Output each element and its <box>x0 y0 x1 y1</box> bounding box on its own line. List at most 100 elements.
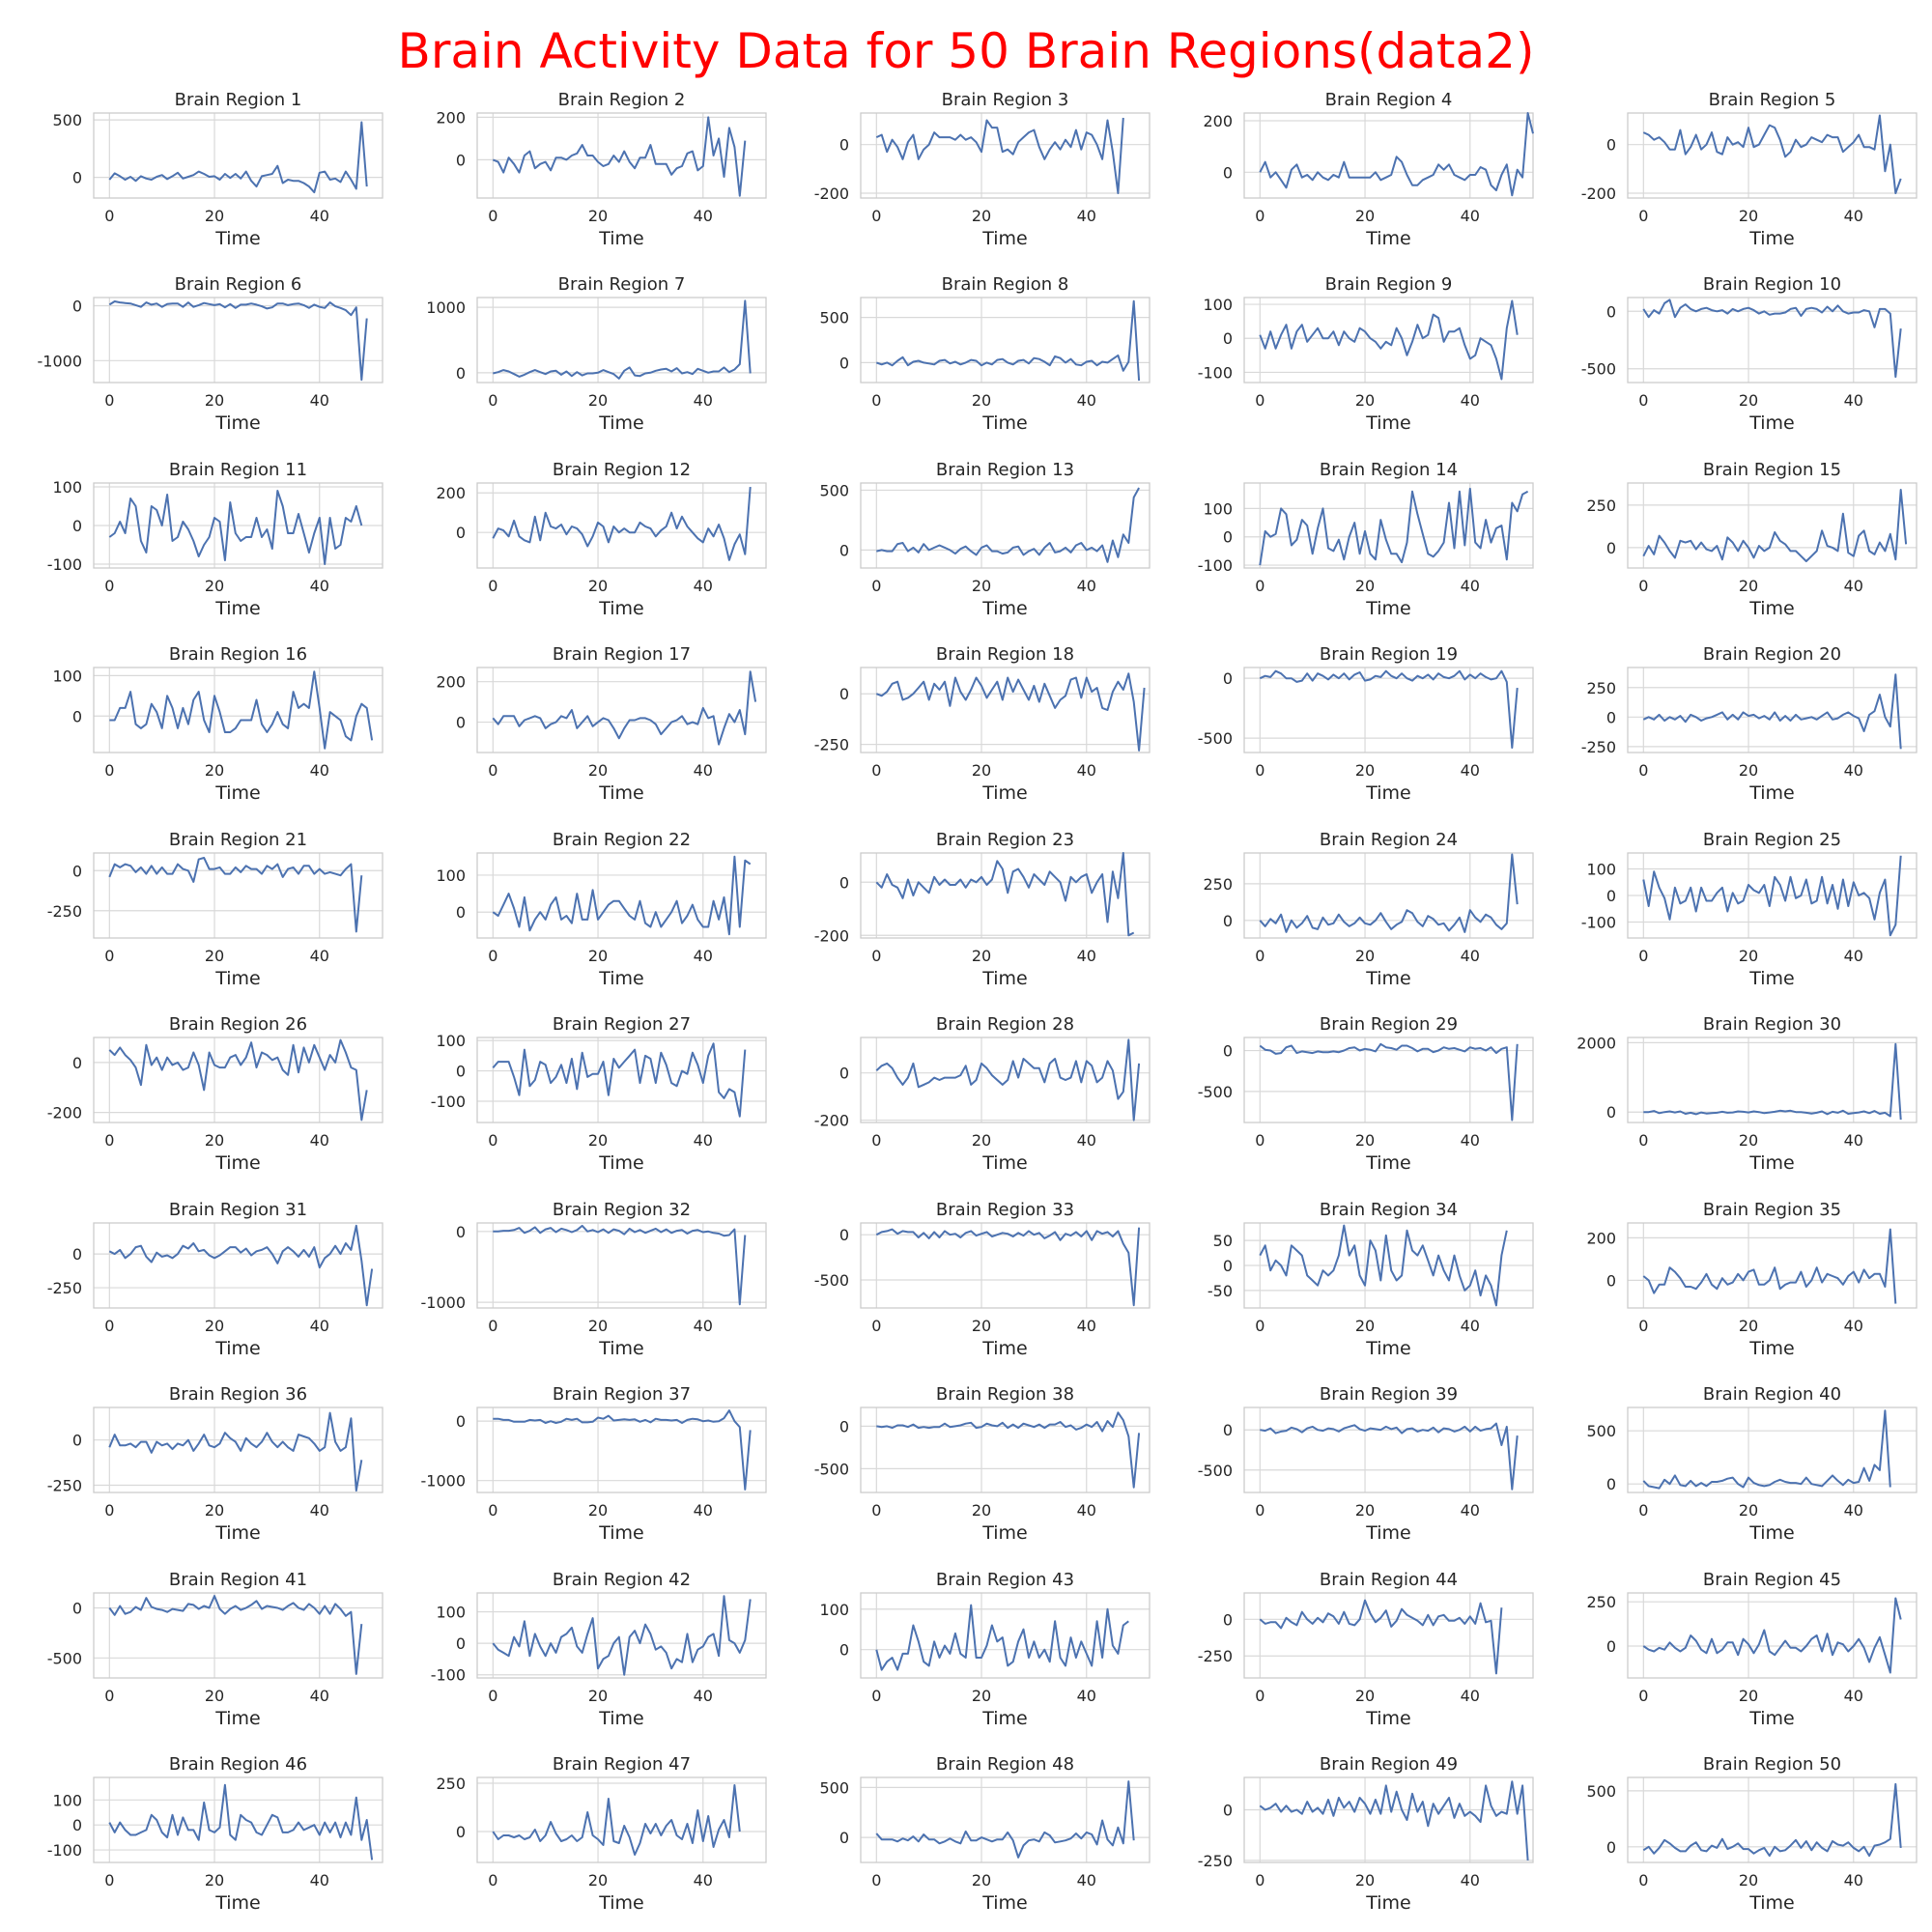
axes-frame <box>476 482 767 569</box>
x-tick-label: 0 <box>488 761 497 780</box>
y-tick-label: 0 <box>839 1641 849 1660</box>
x-tick-label: 40 <box>694 761 713 780</box>
y-tick-label: 0 <box>839 1226 849 1244</box>
x-tick-label: 40 <box>1461 391 1480 410</box>
y-tick-label: 1000 <box>426 298 466 317</box>
subplot-title: Brain Region 2 <box>558 90 686 110</box>
data-line <box>1259 112 1534 197</box>
x-tick-label: 40 <box>310 1131 329 1150</box>
data-line <box>1259 1224 1508 1307</box>
subplot-region-18: Brain Region 18 0 20 40 -250 0 Time <box>814 644 1151 804</box>
x-tick-label: 0 <box>1255 1687 1264 1705</box>
x-tick-label: 40 <box>310 761 329 780</box>
x-axis-label: Time <box>1748 598 1795 619</box>
x-tick-label: 40 <box>1461 577 1480 595</box>
subplot-region-12: Brain Region 12 0 20 40 0 200 Time <box>436 460 767 619</box>
data-line <box>108 1224 374 1307</box>
axes-frame <box>1627 1776 1918 1863</box>
x-tick-label: 20 <box>205 947 224 965</box>
x-tick-label: 40 <box>310 391 329 410</box>
x-tick-label: 20 <box>588 1871 608 1889</box>
data-line <box>108 300 368 382</box>
x-tick-label: 20 <box>1355 1871 1375 1889</box>
x-axis-label: Time <box>981 1152 1028 1174</box>
x-tick-label: 20 <box>1739 1131 1758 1150</box>
subplot-region-45: Brain Region 45 0 20 40 0 250 Time <box>1586 1570 1918 1729</box>
y-tick-label: -250 <box>1581 738 1616 756</box>
data-line <box>1642 673 1902 750</box>
axes-frame <box>1243 852 1534 939</box>
x-tick-label: 0 <box>871 761 881 780</box>
axes-frame <box>1627 852 1918 939</box>
subplot-region-2: Brain Region 2 0 20 40 0 200 Time <box>436 90 767 249</box>
subplot-region-47: Brain Region 47 0 20 40 0 250 Time <box>436 1754 767 1914</box>
x-tick-label: 0 <box>871 1317 881 1335</box>
x-tick-label: 0 <box>104 1131 114 1150</box>
subplot-region-39: Brain Region 39 0 20 40 -500 0 Time <box>1198 1384 1534 1544</box>
subplot-region-11: Brain Region 11 0 20 40 -100 0 100 Time <box>47 460 384 619</box>
y-tick-label: 250 <box>436 1775 466 1793</box>
subplot-title: Brain Region 3 <box>942 90 1069 110</box>
axes-frame <box>1243 667 1534 753</box>
x-tick-label: 0 <box>488 577 497 595</box>
axes-frame <box>860 1776 1151 1863</box>
x-axis-label: Time <box>214 1522 261 1544</box>
subplot-region-49: Brain Region 49 0 20 40 -250 0 Time <box>1198 1754 1534 1914</box>
subplot-title: Brain Region 5 <box>1709 90 1836 110</box>
axes-frame <box>476 667 767 753</box>
subplot-region-4: Brain Region 4 0 20 40 0 200 Time <box>1203 90 1534 249</box>
data-line <box>492 855 752 936</box>
x-axis-label: Time <box>981 1522 1028 1544</box>
y-tick-label: 0 <box>1606 1271 1616 1290</box>
x-tick-label: 40 <box>1461 761 1480 780</box>
x-axis-label: Time <box>1365 1708 1411 1729</box>
subplot-title: Brain Region 38 <box>936 1384 1074 1405</box>
x-tick-label: 20 <box>205 391 224 410</box>
subplot-title: Brain Region 20 <box>1703 644 1841 665</box>
x-axis-label: Time <box>598 1338 644 1359</box>
x-tick-label: 20 <box>1355 577 1375 595</box>
subplot-title: Brain Region 8 <box>942 274 1069 295</box>
x-tick-label: 0 <box>1638 391 1648 410</box>
x-axis-label: Time <box>981 782 1028 804</box>
data-line <box>492 1042 747 1118</box>
x-tick-label: 20 <box>1739 207 1758 225</box>
subplot-region-1: Brain Region 1 0 20 40 0 500 Time <box>52 90 384 249</box>
y-tick-label: 0 <box>72 298 82 316</box>
x-tick-label: 0 <box>1638 1317 1648 1335</box>
y-tick-label: 0 <box>839 685 849 703</box>
subplot-title: Brain Region 30 <box>1703 1014 1841 1035</box>
x-tick-label: 0 <box>1638 761 1648 780</box>
x-tick-label: 20 <box>1355 207 1375 225</box>
y-tick-label: 200 <box>436 108 466 127</box>
x-tick-label: 40 <box>694 1317 713 1335</box>
y-tick-label: -200 <box>814 1112 849 1130</box>
x-tick-label: 20 <box>972 207 991 225</box>
subplot-title: Brain Region 21 <box>169 830 307 850</box>
x-tick-label: 0 <box>488 207 497 225</box>
y-tick-label: 500 <box>1586 1782 1616 1801</box>
subplot-region-48: Brain Region 48 0 20 40 0 500 Time <box>819 1754 1151 1914</box>
subplot-title: Brain Region 36 <box>169 1384 307 1405</box>
subplot-title: Brain Region 22 <box>553 830 691 850</box>
subplot-title: Brain Region 4 <box>1325 90 1453 110</box>
y-tick-label: 0 <box>1606 302 1616 321</box>
subplot-title: Brain Region 19 <box>1320 644 1458 665</box>
x-tick-label: 20 <box>205 1317 224 1335</box>
y-tick-label: -200 <box>47 1104 82 1122</box>
x-tick-label: 20 <box>588 207 608 225</box>
x-tick-label: 20 <box>588 1317 608 1335</box>
x-tick-label: 0 <box>1255 577 1264 595</box>
subplot-title: Brain Region 6 <box>175 274 302 295</box>
x-tick-label: 20 <box>588 1687 608 1705</box>
y-tick-label: -250 <box>47 1477 82 1495</box>
y-tick-label: -500 <box>1198 729 1233 748</box>
x-tick-label: 0 <box>871 1131 881 1150</box>
data-line <box>492 487 752 561</box>
y-tick-label: 0 <box>456 1634 466 1653</box>
y-tick-label: 0 <box>456 1823 466 1841</box>
data-line <box>109 670 374 750</box>
subplot-title: Brain Region 35 <box>1703 1200 1841 1220</box>
x-tick-label: 0 <box>1638 947 1648 965</box>
x-axis-label: Time <box>598 968 644 989</box>
